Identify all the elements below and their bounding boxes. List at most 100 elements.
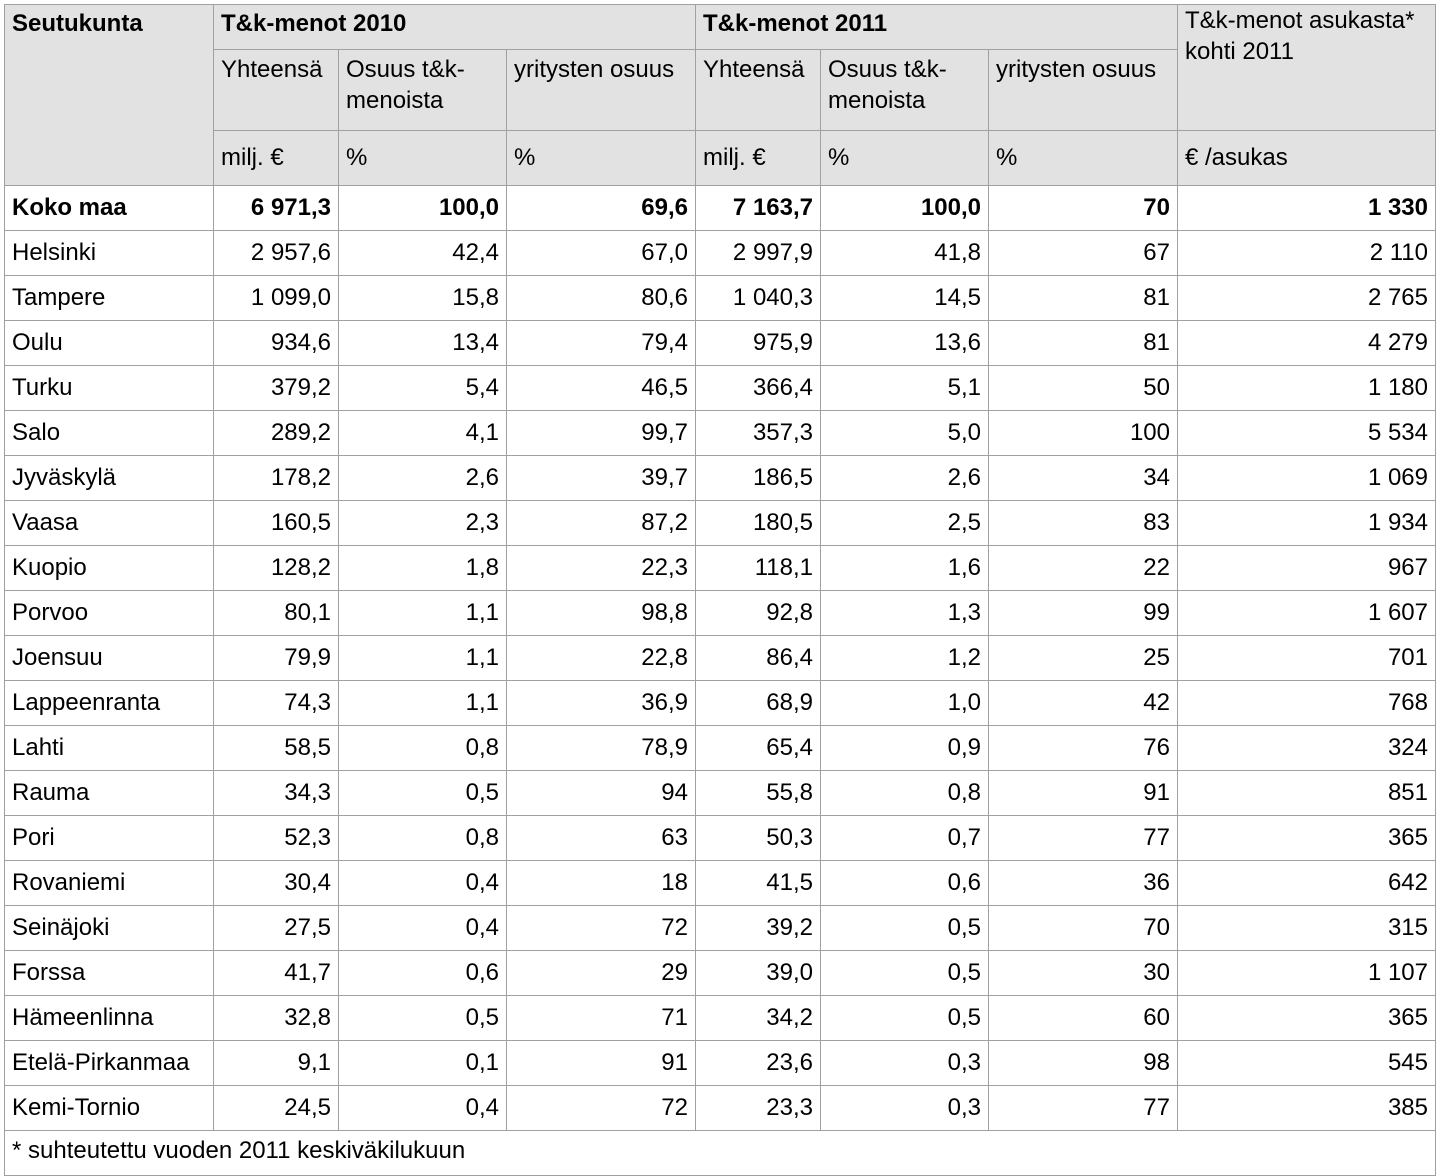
cell-total-2011: 34,2 <box>695 995 821 1041</box>
cell-company-2010: 79,4 <box>506 320 696 366</box>
cell-company-2010: 99,7 <box>506 410 696 456</box>
table-row: Turku 379,2 5,4 46,5 366,4 5,1 50 1 180 <box>4 365 1436 411</box>
cell-company-2011: 70 <box>988 905 1178 951</box>
cell-total-2011: 68,9 <box>695 680 821 726</box>
cell-per-capita: 365 <box>1177 995 1436 1041</box>
cell-share-2011: 1,6 <box>820 545 989 591</box>
cell-company-2011: 98 <box>988 1040 1178 1086</box>
cell-share-2010: 0,8 <box>338 725 507 771</box>
cell-share-2011: 0,5 <box>820 905 989 951</box>
cell-total-2011: 118,1 <box>695 545 821 591</box>
cell-share-2010: 0,5 <box>338 995 507 1041</box>
cell-per-capita: 768 <box>1177 680 1436 726</box>
cell-company-2010: 78,9 <box>506 725 696 771</box>
cell-total-2010: 34,3 <box>213 770 339 816</box>
cell-per-capita: 1 934 <box>1177 500 1436 546</box>
cell-company-2011: 42 <box>988 680 1178 726</box>
table-row: Joensuu 79,9 1,1 22,8 86,4 1,2 25 701 <box>4 635 1436 681</box>
cell-region: Lappeenranta <box>4 680 214 726</box>
cell-share-2010: 0,6 <box>338 950 507 996</box>
cell-company-2011: 67 <box>988 230 1178 276</box>
table-row: Helsinki 2 957,6 42,4 67,0 2 997,9 41,8 67 2 11… <box>4 230 1436 276</box>
cell-total-2010: 128,2 <box>213 545 339 591</box>
cell-region: Etelä-Pirkanmaa <box>4 1040 214 1086</box>
cell-total-2011: 186,5 <box>695 455 821 501</box>
table-row: Jyväskylä 178,2 2,6 39,7 186,5 2,6 34 1 069 <box>4 455 1436 501</box>
cell-total-2010: 27,5 <box>213 905 339 951</box>
table-row: Etelä-Pirkanmaa 9,1 0,1 91 23,6 0,3 98 545 <box>4 1040 1436 1086</box>
cell-region: Jyväskylä <box>4 455 214 501</box>
cell-per-capita: 851 <box>1177 770 1436 816</box>
cell-company-2011: 81 <box>988 275 1178 321</box>
cell-total-2010: 74,3 <box>213 680 339 726</box>
cell-total-2011: 92,8 <box>695 590 821 636</box>
cell-per-capita: 1 069 <box>1177 455 1436 501</box>
table-row: Lappeenranta 74,3 1,1 36,9 68,9 1,0 42 768 <box>4 680 1436 726</box>
cell-company-2011: 30 <box>988 950 1178 996</box>
cell-share-2010: 4,1 <box>338 410 507 456</box>
table-row: Tampere 1 099,0 15,8 80,6 1 040,3 14,5 81 2 765 <box>4 275 1436 321</box>
cell-per-capita: 324 <box>1177 725 1436 771</box>
cell-share-2010: 1,1 <box>338 590 507 636</box>
cell-company-2011: 77 <box>988 1085 1178 1131</box>
group-header-2011: T&k-menot 2011 <box>695 4 1178 50</box>
cell-company-2011: 50 <box>988 365 1178 411</box>
unit-pct-company-2011: % <box>988 130 1178 186</box>
cell-region: Pori <box>4 815 214 861</box>
cell-company-2010: 72 <box>506 905 696 951</box>
cell-share-2010: 2,6 <box>338 455 507 501</box>
cell-region: Seinäjoki <box>4 905 214 951</box>
unit-pct-share-2011: % <box>820 130 989 186</box>
cell-company-2011: 91 <box>988 770 1178 816</box>
cell-share-2011: 13,6 <box>820 320 989 366</box>
cell-company-2011: 60 <box>988 995 1178 1041</box>
cell-company-2011: 34 <box>988 455 1178 501</box>
cell-total-2011: 1 040,3 <box>695 275 821 321</box>
per-capita-header: T&k-menot asukasta* kohti 2011 <box>1177 4 1436 131</box>
subheader-total-2010: Yhteensä <box>213 49 339 131</box>
cell-per-capita: 365 <box>1177 815 1436 861</box>
table-footer: * suhteutettu vuoden 2011 keskiväkilukuu… <box>4 1130 1436 1176</box>
table-row: Kuopio 128,2 1,8 22,3 118,1 1,6 22 967 <box>4 545 1436 591</box>
cell-share-2010: 1,1 <box>338 635 507 681</box>
cell-company-2010: 18 <box>506 860 696 906</box>
cell-per-capita: 2 110 <box>1177 230 1436 276</box>
cell-share-2011: 0,7 <box>820 815 989 861</box>
cell-per-capita: 1 330 <box>1177 185 1436 231</box>
cell-total-2011: 23,3 <box>695 1085 821 1131</box>
cell-per-capita: 1 607 <box>1177 590 1436 636</box>
cell-company-2010: 63 <box>506 815 696 861</box>
table-row: Salo 289,2 4,1 99,7 357,3 5,0 100 5 534 <box>4 410 1436 456</box>
cell-region: Kuopio <box>4 545 214 591</box>
cell-share-2010: 0,4 <box>338 905 507 951</box>
cell-share-2011: 2,6 <box>820 455 989 501</box>
cell-company-2011: 100 <box>988 410 1178 456</box>
cell-share-2010: 0,8 <box>338 815 507 861</box>
cell-region: Vaasa <box>4 500 214 546</box>
cell-company-2010: 94 <box>506 770 696 816</box>
cell-share-2011: 41,8 <box>820 230 989 276</box>
table-row: Kemi-Tornio 24,5 0,4 72 23,3 0,3 77 385 <box>4 1085 1436 1131</box>
cell-per-capita: 385 <box>1177 1085 1436 1131</box>
cell-share-2011: 0,8 <box>820 770 989 816</box>
cell-share-2010: 42,4 <box>338 230 507 276</box>
cell-company-2010: 87,2 <box>506 500 696 546</box>
cell-region: Turku <box>4 365 214 411</box>
table-row: Lahti 58,5 0,8 78,9 65,4 0,9 76 324 <box>4 725 1436 771</box>
table-row-total: Koko maa 6 971,3 100,0 69,6 7 163,7 100,0 70 1 … <box>4 185 1436 231</box>
cell-total-2010: 6 971,3 <box>213 185 339 231</box>
cell-company-2010: 67,0 <box>506 230 696 276</box>
subheader-share-2011: Osuus t&k-menoista <box>820 49 989 131</box>
cell-total-2010: 41,7 <box>213 950 339 996</box>
cell-total-2011: 41,5 <box>695 860 821 906</box>
cell-total-2011: 55,8 <box>695 770 821 816</box>
cell-share-2010: 1,1 <box>338 680 507 726</box>
cell-share-2011: 5,1 <box>820 365 989 411</box>
cell-region: Salo <box>4 410 214 456</box>
unit-meur-2011: milj. € <box>695 130 821 186</box>
cell-region: Lahti <box>4 725 214 771</box>
cell-share-2010: 100,0 <box>338 185 507 231</box>
cell-company-2010: 72 <box>506 1085 696 1131</box>
cell-share-2011: 0,5 <box>820 950 989 996</box>
cell-region: Rauma <box>4 770 214 816</box>
